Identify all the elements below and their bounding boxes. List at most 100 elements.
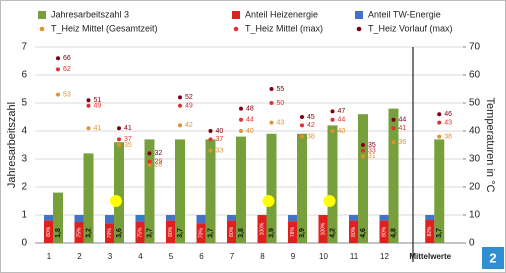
stacked-bar	[196, 223, 206, 243]
point-value-label: 38	[307, 133, 315, 140]
stacked-bar	[227, 215, 236, 221]
stacked-bar	[257, 215, 267, 243]
bar	[114, 142, 124, 243]
point-value-label: 38	[444, 133, 452, 140]
stacked-bar	[227, 220, 236, 243]
point-value-label: 50	[277, 100, 285, 107]
bar-value-label: 4,6	[360, 228, 367, 238]
legend-marker	[355, 11, 363, 19]
point	[117, 137, 121, 142]
point	[178, 123, 182, 128]
bar-value-label: 3,7	[146, 228, 153, 238]
point-value-label: 43	[444, 119, 452, 126]
point	[147, 162, 152, 167]
y2-tick-label: 70	[469, 42, 481, 53]
bar-value-label: 78%	[290, 227, 296, 238]
point-value-label: 52	[185, 94, 193, 101]
x-tick-label: 7	[230, 252, 235, 261]
point	[239, 117, 243, 122]
point	[147, 159, 152, 164]
point	[437, 112, 442, 117]
point	[56, 56, 60, 61]
point-value-label: 53	[63, 91, 71, 98]
point-value-label: 47	[338, 108, 346, 115]
bar-value-label: 3,9	[268, 228, 275, 238]
stacked-bar	[288, 221, 297, 243]
point-value-label: 37	[124, 136, 132, 143]
stacked-bar	[425, 220, 435, 243]
x-tick-label: 1	[47, 252, 52, 261]
bar-value-label: 80%	[46, 226, 52, 237]
bar-value-label: 3,7	[436, 228, 443, 238]
bar	[266, 133, 277, 243]
point	[269, 101, 274, 105]
y2-tick-label: 20	[469, 182, 481, 193]
stacked-bar	[44, 220, 53, 243]
stacked-bar	[379, 220, 389, 243]
y-tick-label: 4	[21, 126, 27, 137]
point-value-label: 40	[216, 128, 224, 135]
point	[300, 134, 304, 139]
point	[300, 123, 304, 128]
bar-value-label: 3,2	[85, 228, 92, 238]
y-tick-label: 1	[21, 210, 27, 221]
point	[178, 103, 182, 108]
point-value-label: 31	[368, 153, 376, 160]
point	[269, 87, 274, 91]
highlight	[110, 195, 122, 207]
point	[86, 98, 91, 103]
point-value-label: 42	[185, 122, 193, 129]
legend-label: T_Heiz Vorlauf (max)	[368, 23, 453, 33]
legend-marker	[38, 11, 46, 19]
y-tick-label: 6	[21, 70, 27, 81]
stacked-bar	[74, 222, 84, 243]
y-tick-label: 7	[21, 42, 27, 53]
point	[117, 126, 121, 131]
x-tick-label: Mittelwerte	[409, 252, 451, 261]
legend-label: Anteil Heizenergie	[245, 9, 318, 19]
point	[330, 129, 335, 133]
legend-marker	[39, 26, 45, 32]
bar-value-label: 3,8	[238, 228, 245, 238]
bar	[388, 108, 399, 243]
point	[330, 109, 335, 114]
bar	[53, 192, 63, 243]
bar	[83, 153, 94, 243]
point	[437, 120, 442, 125]
point	[86, 103, 91, 108]
y2-tick-label: 0	[469, 238, 475, 249]
stacked-bar	[135, 215, 145, 222]
x-tick-label: 4	[138, 252, 143, 261]
point-value-label: 29	[155, 159, 163, 166]
y-axis-title: Jahresarbeitszahl	[6, 102, 18, 188]
bar	[327, 125, 338, 243]
point-value-label: 46	[444, 111, 452, 118]
point	[208, 148, 213, 153]
y-tick-label: 5	[21, 98, 27, 109]
bar	[144, 139, 155, 243]
stacked-bar	[74, 215, 84, 222]
point	[147, 151, 152, 156]
point	[361, 148, 365, 153]
bar-value-label: 82%	[427, 226, 433, 237]
figure-badge	[482, 247, 504, 269]
point-value-label: 66	[63, 55, 71, 62]
point	[56, 92, 60, 97]
y-tick-label: 3	[21, 154, 27, 165]
legend-label: T_Heiz Mittel (Gesamtzeit)	[51, 23, 158, 33]
point-value-label: 41	[399, 125, 407, 132]
stacked-bar	[318, 215, 328, 243]
bar-value-label: 3,7	[177, 228, 184, 238]
point-value-label: 45	[307, 114, 315, 121]
x-tick-label: 9	[291, 252, 296, 261]
point	[56, 67, 60, 72]
legend-marker	[233, 26, 239, 32]
point-value-label: 33	[216, 147, 224, 154]
bar-value-label: 75%	[76, 227, 82, 238]
point-value-label: 49	[94, 103, 102, 110]
point-value-label: 40	[338, 128, 346, 135]
point	[86, 126, 91, 131]
bar-value-label: 80%	[168, 226, 174, 237]
x-tick-label: 11	[350, 252, 359, 261]
point-value-label: 35	[124, 142, 132, 149]
